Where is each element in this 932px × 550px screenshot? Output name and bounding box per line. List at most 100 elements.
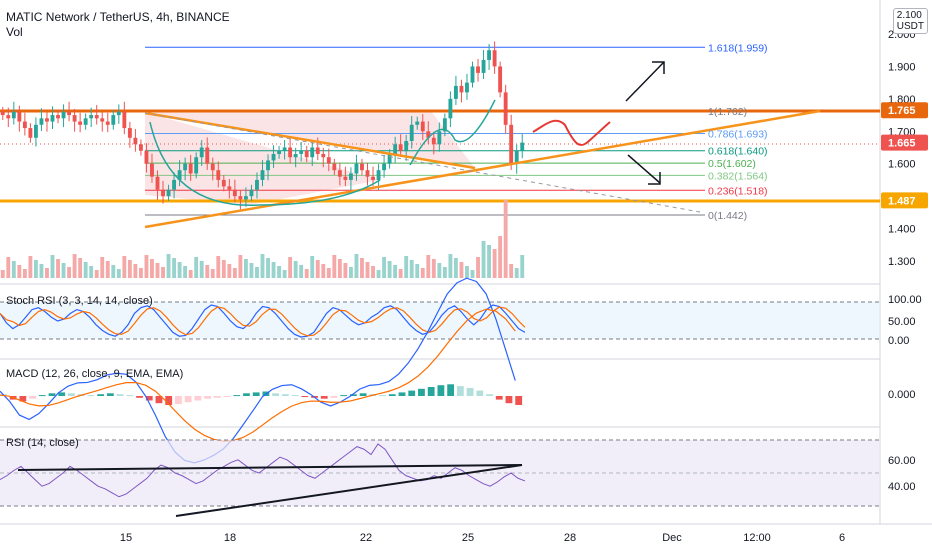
macd-hist-bar [38,395,46,397]
macd-hist-bar [408,390,416,396]
candle-body [177,170,182,180]
volume-bar [45,268,49,278]
candle-body [426,131,431,138]
candle-body [404,141,409,151]
fibonacci-levels[interactable] [145,46,705,216]
volume-bar [260,254,265,278]
time-tick: 28 [564,532,576,544]
candle-body [310,147,315,158]
volume-bar [199,261,204,278]
candle-body [138,144,143,151]
macd-hist-bar [447,384,455,396]
volume-bar [133,264,138,278]
macd-hist-bar [252,392,260,396]
volume-bar [155,263,160,278]
channel-shaded-area [145,112,380,205]
volume-bar [116,269,121,278]
volume-bar [161,267,165,278]
up-arrow-icon [625,61,665,102]
volume-bars [0,200,525,278]
time-tick: 12:00 [743,532,771,544]
candle-body [33,124,38,138]
time-tick: 22 [360,532,372,544]
volume-bar [293,261,298,278]
candle-body [216,170,221,180]
macd-signal-line [0,308,516,442]
candle-body [183,163,188,171]
time-tick: Dec [662,532,682,544]
volume-bar [503,200,508,278]
volume-bar [188,270,193,278]
volume-bar [470,270,475,278]
volume-label[interactable]: Vol [6,25,23,39]
macd-hist-bar [155,396,163,404]
time-axis[interactable]: 15 18 22 25 28 Dec 12:00 6 [120,532,845,544]
volume-bar [39,264,44,278]
candle-body [326,157,331,164]
macd-hist-bar [456,386,464,396]
volume-bar [509,264,514,278]
descending-trendline[interactable] [144,111,476,170]
volume-bar [205,265,210,278]
macd-hist-bar [486,394,493,396]
candle-body [360,163,364,171]
macd-hist-bar [515,396,523,405]
volume-bar [138,268,143,278]
candle-body [72,115,77,122]
rsi-label[interactable]: RSI (14, close) [6,437,79,449]
volume-bar [144,255,149,278]
volume-bar [61,263,66,278]
price-tick: 1.300 [888,256,916,268]
macd-hist-bar [48,393,56,396]
time-tick: 6 [839,532,845,544]
candle-body [371,176,375,180]
volume-bar [382,257,387,278]
candle-body [277,150,282,154]
volume-bar [431,259,436,278]
rsi-rising-trendline[interactable] [175,464,523,517]
volume-bar [194,257,199,278]
candle-body [166,189,171,197]
volume-bar [282,270,287,278]
stoch-label[interactable]: Stoch RSI (3, 3, 14, 14, close) [6,295,153,307]
rsi-horizontal-trendline[interactable] [17,464,523,471]
macd-zero-tick: 0.000 [888,389,916,401]
currency-unit[interactable]: 2.100 USDT [892,8,928,34]
volume-bar [227,264,232,278]
macd-label[interactable]: MACD (12, 26, close, 9, EMA, EMA) [6,368,183,380]
macd-hist-bar [145,396,153,401]
macd-histogram [0,384,523,405]
macd-hist-bar [320,396,328,399]
fib-labels: 1.618(1.959) 1(1.762) 0.786(1.693) 0.618(1.… [708,42,768,222]
volume-bar [343,263,348,278]
candle-body [255,179,259,190]
macd-hist-bar [427,387,435,396]
fib-label: 0.5(1.602) [708,158,756,170]
chart-title[interactable]: MATIC Network / TetherUS, 4h, BINANCE [6,10,230,24]
candle-body [481,59,486,73]
candle-body [122,111,127,129]
candle-body [415,121,420,125]
candle-body [348,173,353,180]
candle-body [459,85,464,93]
volume-bar [183,266,188,278]
fib-label: 0.618(1.640) [708,146,768,158]
rsi-axis: 60.00 40.00 [888,455,916,493]
ascending-trendline[interactable] [144,109,821,229]
stoch-axis: 100.00 50.00 0.00 [888,294,922,347]
candle-body [492,50,497,67]
macd-hist-bar [388,394,396,396]
macd-hist-bar [58,392,66,396]
candle-body [17,111,22,122]
volume-bar [100,257,105,278]
rsi-tick: 60.00 [888,455,916,467]
volume-bar [56,259,60,278]
volume-bar [72,254,77,278]
candle-body [343,176,348,180]
candle-body [260,170,265,180]
candle-body [238,196,243,200]
macd-hist-bar [466,387,474,396]
candle-body [94,115,99,119]
candle-body [199,147,204,158]
